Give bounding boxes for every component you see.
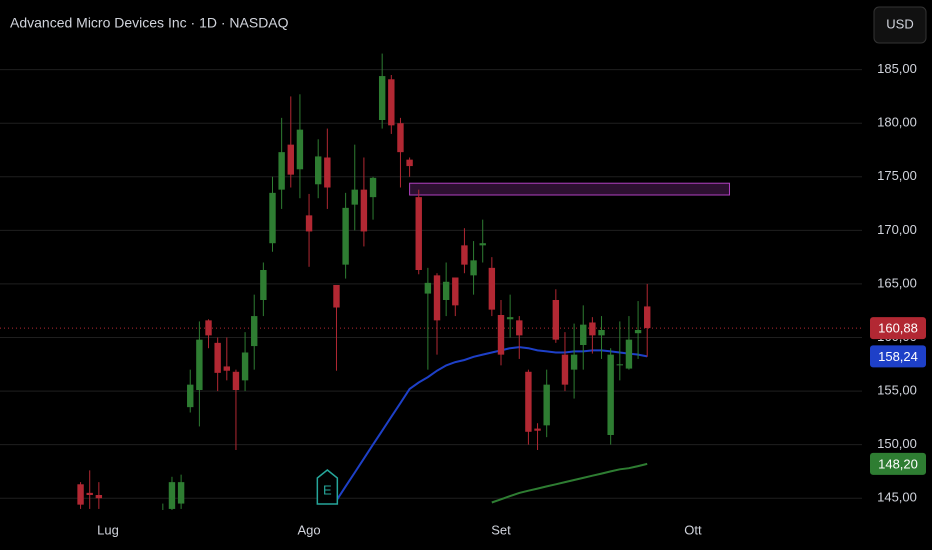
event-marker [316,469,339,505]
candle-body [452,277,459,306]
candle-body [461,245,468,265]
candle-body [525,371,532,432]
moving-average [335,346,648,501]
candle-body [488,267,496,310]
y-tick-label: 150,00 [877,436,917,451]
candle-body [324,157,331,188]
candle-body [388,79,395,126]
candle-body [397,123,404,153]
candle-body [314,156,322,185]
candle-body [589,322,596,336]
candle-body [333,285,340,308]
y-tick-label: 185,00 [877,61,917,76]
price-tag [870,317,926,340]
currency-label[interactable]: USD [886,16,913,31]
candle-body [269,192,276,244]
candle-body [177,482,185,504]
price-tag [870,452,926,475]
candle-body [479,243,486,246]
candle-body [287,144,294,175]
candle-body [634,330,642,334]
candle-body [424,282,432,294]
candle-body [260,270,267,300]
x-tick-label: Ott [684,522,702,537]
candle-body [616,364,624,366]
candle-body [214,342,221,373]
x-tick-label: Lug [97,522,119,537]
chart-title: Advanced Micro Devices Inc · 1D · NASDAQ [10,15,289,31]
candle-body [168,482,176,509]
candle-body [433,275,441,321]
candle-body [561,354,569,385]
candle-body [497,315,505,355]
candle-body [442,281,450,300]
candle-body [607,354,614,435]
candle-body [223,366,231,371]
candle-body [305,215,313,232]
candle-body [598,330,605,336]
candle-body [187,384,194,408]
candle-body [516,320,523,336]
y-tick-label: 155,00 [877,383,917,398]
event-label: E [323,482,332,497]
candle-body [86,492,93,495]
candle-body [506,317,514,320]
zone [409,182,730,196]
candle-body [415,197,422,270]
candle-body [296,129,304,170]
candle-body [95,495,103,499]
candle-body [369,177,377,198]
price-tag-label: 148,20 [878,456,918,471]
candle-body [232,371,240,390]
price-tag-label: 160,88 [878,321,918,336]
candle-body [470,260,477,276]
candle-body [360,189,368,232]
axes: 145,00150,00155,00160,00165,00170,00175,… [97,61,926,537]
plot-area [77,53,730,510]
y-tick-label: 145,00 [877,490,917,505]
candle-body [77,484,84,505]
candle-body [406,159,413,167]
candle-body [342,207,349,265]
candle-body [543,384,550,426]
candle-body [196,339,203,390]
candle-body [378,76,386,120]
y-tick-label: 180,00 [877,115,917,130]
price-tag [870,345,926,368]
currency-button[interactable] [873,6,927,44]
candle-body [351,189,358,205]
candle-body [251,316,258,347]
price-tag-label: 158,24 [878,349,918,364]
candle-body [552,300,560,340]
x-tick-label: Set [491,522,511,537]
candle-body [644,306,651,329]
candle-body [570,354,578,370]
x-tick-label: Ago [297,522,320,537]
y-tick-label: 170,00 [877,222,917,237]
candle-body [534,428,541,431]
candle-body [241,352,249,381]
y-tick-label: 175,00 [877,168,917,183]
candle-body [205,320,212,336]
candle-body [278,152,285,190]
moving-average [491,462,648,504]
candle-body [580,324,587,345]
y-tick-label: 165,00 [877,275,917,290]
candle-body [625,339,633,369]
